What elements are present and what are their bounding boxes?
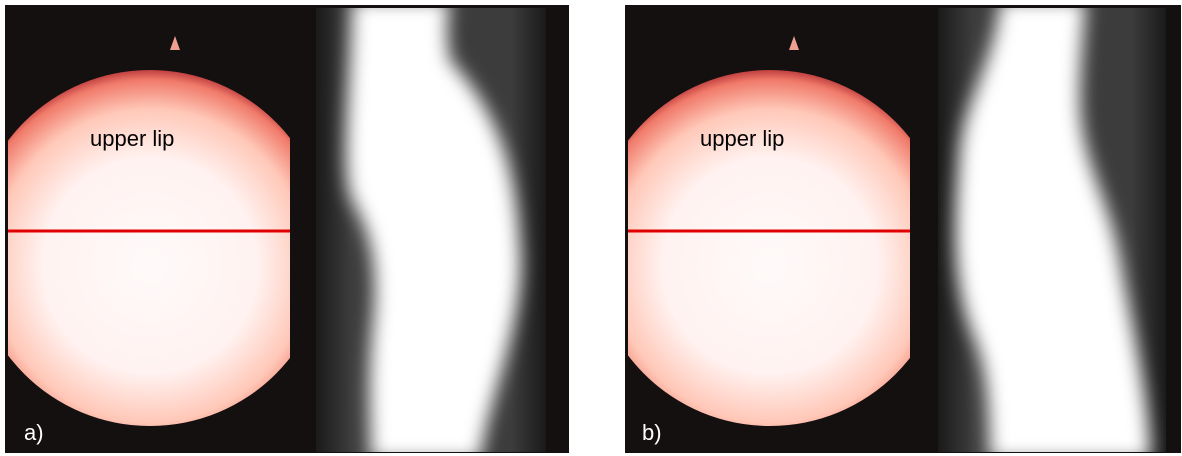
annotation: upper lip [90, 126, 174, 151]
panel-label: b) [642, 420, 662, 445]
panel-b: upper lip b) [592, 0, 1181, 456]
annotation: upper lip [700, 126, 784, 151]
lip-image [592, 70, 948, 426]
panel-a: upper lip a) [0, 0, 569, 456]
panel-label: a) [24, 420, 44, 445]
figure: upper lip a) upper lip b) [0, 0, 1182, 456]
